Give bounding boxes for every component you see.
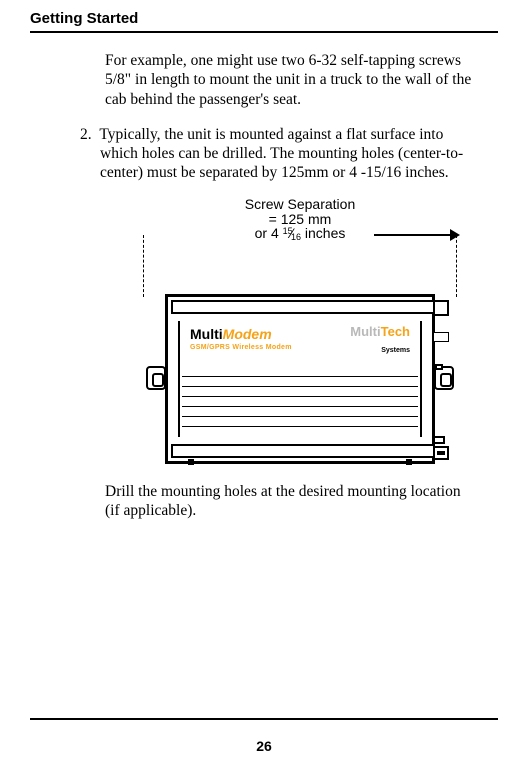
extension-line-right [456,235,457,297]
connector-2 [433,332,449,342]
step-2: 2. Typically, the unit is mounted agains… [80,125,478,183]
brand-subtitle: GSM/GPRS Wireless Modem [190,344,292,351]
running-header: Getting Started [30,10,498,31]
label3-pre: or 4 [255,225,283,241]
device-brand-left: MultiModem GSM/GPRS Wireless Modem [190,327,292,352]
paragraph-example: For example, one might use two 6-32 self… [105,51,478,109]
top-rail [171,300,435,314]
label3-post: inches [301,225,345,241]
brand-multi: Multi [190,326,223,342]
brand2-sub: Systems [381,347,410,354]
figure-screw-separation: Screw Separation = 125 mm or 4 15⁄16 inc… [140,197,460,464]
connector-5 [433,446,449,460]
connector-3 [435,364,443,370]
header-rule [30,31,498,33]
page: Getting Started For example, one might u… [0,0,528,762]
bottom-rail [171,444,435,458]
page-number: 26 [0,738,528,754]
figure-label: Screw Separation = 125 mm or 4 15⁄16 inc… [140,197,460,254]
connector-4 [433,436,445,444]
foot-right [406,459,412,465]
arrow-right-icon [450,229,460,241]
modem-diagram: MultiModem GSM/GPRS Wireless Modem Multi… [165,294,435,464]
extension-line-left [143,235,144,297]
mounting-ear-left [146,366,166,390]
heatsink-grooves [182,367,418,435]
footer-rule [30,718,498,720]
paragraph-drill: Drill the mounting holes at the desired … [105,482,478,521]
brand-modem: Modem [223,326,272,342]
foot-left [188,459,194,465]
modem-shell: MultiModem GSM/GPRS Wireless Modem Multi… [165,294,435,464]
dimension-row: or 4 15⁄16 inches [140,228,460,254]
figure-label-line1: Screw Separation [140,197,460,212]
device-brand-right: MultiTech Systems [350,324,410,356]
device-label-panel: MultiModem GSM/GPRS Wireless Modem Multi… [186,325,414,355]
brand2-multi: Multi [350,324,380,339]
label3-den: 16 [291,232,301,242]
connector-1 [433,300,449,316]
dim-line-right [374,234,454,236]
brand2-tech: Tech [381,324,410,339]
